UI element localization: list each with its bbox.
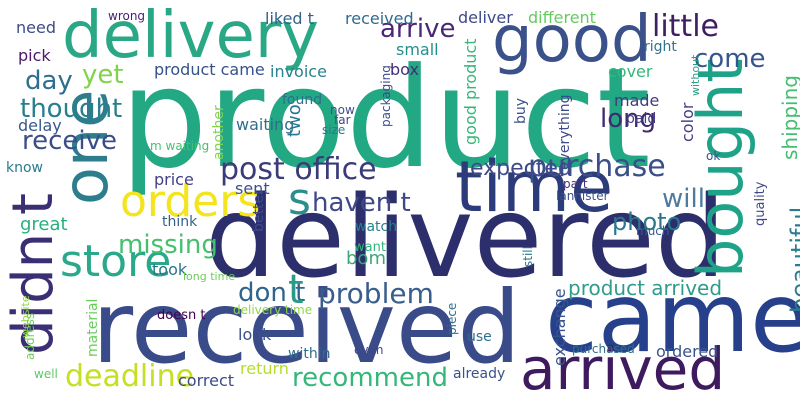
- word-deadline: deadline: [65, 359, 195, 394]
- word-m-waiting: m waiting: [150, 139, 210, 153]
- word-took: took: [152, 260, 188, 279]
- word-delivery: delivery: [62, 0, 319, 73]
- word-recommend: recommend: [292, 363, 448, 393]
- word-delay: delay: [18, 116, 62, 135]
- word-price: price: [154, 170, 194, 189]
- word-will: will: [662, 184, 705, 214]
- word-beautiful: beautiful: [786, 206, 800, 313]
- word-paid: paid: [626, 111, 657, 127]
- word-delivered: delivered: [205, 173, 727, 303]
- word-far: far: [334, 113, 351, 127]
- word-pick: pick: [18, 46, 51, 65]
- word-buy: buy: [513, 97, 529, 124]
- word-missing: missing: [118, 230, 218, 260]
- word-receive: receive: [22, 126, 118, 156]
- word-ordered: ordered: [656, 342, 719, 361]
- word-don-t: don t: [238, 278, 306, 308]
- word-found: found: [282, 92, 323, 108]
- word-box: box: [390, 60, 419, 79]
- word-day: day: [25, 66, 73, 96]
- word-purchase: purchase: [528, 149, 666, 184]
- word-t: t: [288, 267, 304, 313]
- word-photo: photo: [612, 208, 682, 236]
- word-liked-t: liked t: [265, 9, 314, 28]
- word-made: made: [614, 91, 660, 110]
- word-yet: yet: [82, 60, 124, 90]
- word-invoice: invoice: [270, 62, 327, 81]
- word-expected: expected: [470, 156, 572, 181]
- word-color: color: [678, 102, 697, 142]
- word-cover: cover: [608, 62, 653, 81]
- word-much: much: [636, 224, 670, 238]
- word-think: think: [162, 214, 198, 230]
- word-packaging: packaging: [379, 65, 393, 127]
- word-came: came: [545, 262, 800, 374]
- word-arrive: arrive: [380, 14, 456, 44]
- word-two: two: [284, 104, 305, 137]
- word-come: come: [694, 44, 766, 74]
- word-within: within: [288, 346, 331, 362]
- word-another: another: [211, 105, 227, 160]
- word-product: product: [120, 38, 651, 199]
- word-already: already: [453, 366, 506, 382]
- word-problem: problem: [318, 277, 434, 310]
- word-exchange: exchange: [550, 288, 569, 366]
- word-part: part: [563, 177, 588, 191]
- word-want: want: [354, 240, 386, 255]
- word-sent: sent: [235, 179, 270, 198]
- word-still: still: [521, 246, 535, 267]
- word-shipping: shipping: [778, 75, 800, 160]
- word-look: look: [238, 325, 272, 344]
- word-product-came: product came: [154, 60, 265, 79]
- word-post-office: post office: [220, 152, 377, 187]
- word-store: store: [60, 236, 172, 287]
- word-product-arrived: product arrived: [568, 276, 723, 300]
- word-arrived: arrived: [520, 335, 726, 400]
- word-wrong: wrong: [108, 9, 146, 23]
- word-even: even: [354, 343, 384, 357]
- word-little: little: [652, 9, 719, 44]
- word-material: material: [85, 298, 101, 357]
- word-address: address: [23, 312, 37, 360]
- word-use: use: [467, 329, 492, 345]
- word-know: know: [6, 160, 43, 176]
- word-time: time: [455, 146, 614, 228]
- word-good: good: [492, 3, 652, 77]
- word-everything: everything: [557, 94, 573, 170]
- word-purchased: purchased: [572, 342, 635, 356]
- word-long: long: [600, 104, 657, 134]
- word-orders: orders: [120, 176, 261, 227]
- word-ok: ok: [706, 149, 721, 163]
- word-great: great: [20, 214, 68, 235]
- word-well: well: [34, 367, 58, 381]
- word-thought: thought: [20, 94, 123, 124]
- word-delivery-time: delivery time: [233, 303, 313, 317]
- word-lannister: lannister: [556, 189, 609, 203]
- word-received: received: [345, 9, 414, 28]
- word-haven-t: haven t: [312, 188, 411, 218]
- word-small: small: [396, 40, 439, 59]
- word-bom: bom: [346, 248, 386, 269]
- word-better: better: [251, 189, 267, 232]
- word-size: size: [322, 123, 346, 137]
- word-return: return: [240, 359, 289, 378]
- word-long-time: long time: [183, 270, 236, 283]
- word-received: received: [92, 269, 521, 386]
- word-right: right: [644, 39, 677, 55]
- word-quality: quality: [753, 181, 768, 226]
- word-deliver: deliver: [458, 8, 513, 27]
- word-doesn-t: doesn t: [157, 308, 206, 323]
- word-without: without: [689, 54, 702, 96]
- word-waiting: waiting: [236, 115, 295, 134]
- word-now: now: [330, 103, 355, 117]
- word-good-product: good product: [461, 38, 480, 145]
- word-piece: piece: [445, 302, 459, 335]
- word-watch: watch: [355, 219, 398, 235]
- word-correct: correct: [178, 371, 235, 390]
- word-different: different: [528, 8, 596, 27]
- word-need: need: [16, 18, 56, 37]
- word-s: s: [288, 174, 311, 225]
